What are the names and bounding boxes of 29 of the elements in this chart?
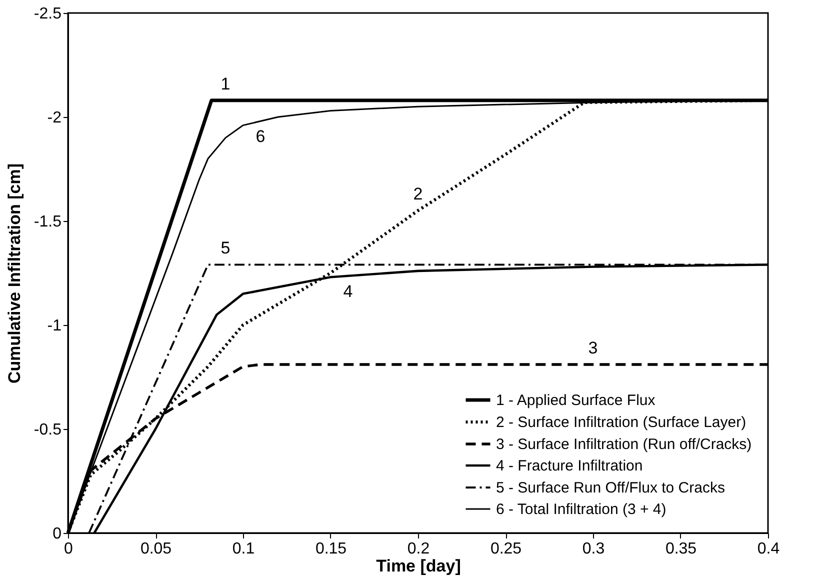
legend-label: 2 - Surface Infiltration (Surface Layer) <box>496 414 746 431</box>
annotation: 3 <box>588 338 598 358</box>
y-tick-label: -2.5 <box>34 6 62 22</box>
x-tick-label: 0.2 <box>407 540 430 558</box>
y-axis-title: Cumulative Infiltration [cm] <box>4 163 24 384</box>
y-tick-label: -0.5 <box>34 422 62 438</box>
annotation: 4 <box>343 282 353 302</box>
x-tick-label: 0 <box>64 540 74 558</box>
x-tick-label: 0.3 <box>582 540 605 558</box>
x-tick-label: 0.05 <box>140 540 172 558</box>
x-tick-label: 0.35 <box>665 540 697 558</box>
x-axis-title: Time [day] <box>376 556 461 576</box>
x-tick-label: 0.4 <box>757 540 780 558</box>
legend-label: 5 - Surface Run Off/Flux to Cracks <box>496 480 725 496</box>
y-tick-label: -1.5 <box>34 214 62 230</box>
legend-label: 4 - Fracture Infiltration <box>496 458 643 474</box>
annotation: 2 <box>413 184 423 204</box>
legend-label: 6 - Total Infiltration (3 + 4) <box>496 501 666 518</box>
legend-label: 3 - Surface Infiltration (Run off/Cracks) <box>496 436 752 453</box>
x-tick-label: 0.25 <box>490 540 522 558</box>
x-tick-label: 0.1 <box>232 540 255 558</box>
annotation: 5 <box>220 238 230 258</box>
y-tick-label: -2 <box>47 110 62 126</box>
legend-label: 1 - Applied Surface Flux <box>496 392 656 409</box>
annotation: 1 <box>220 74 230 94</box>
y-tick-label: 0 <box>52 526 62 542</box>
y-tick-label: -1 <box>47 318 62 334</box>
annotation: 6 <box>256 127 266 146</box>
x-tick-label: 0.15 <box>315 540 347 558</box>
